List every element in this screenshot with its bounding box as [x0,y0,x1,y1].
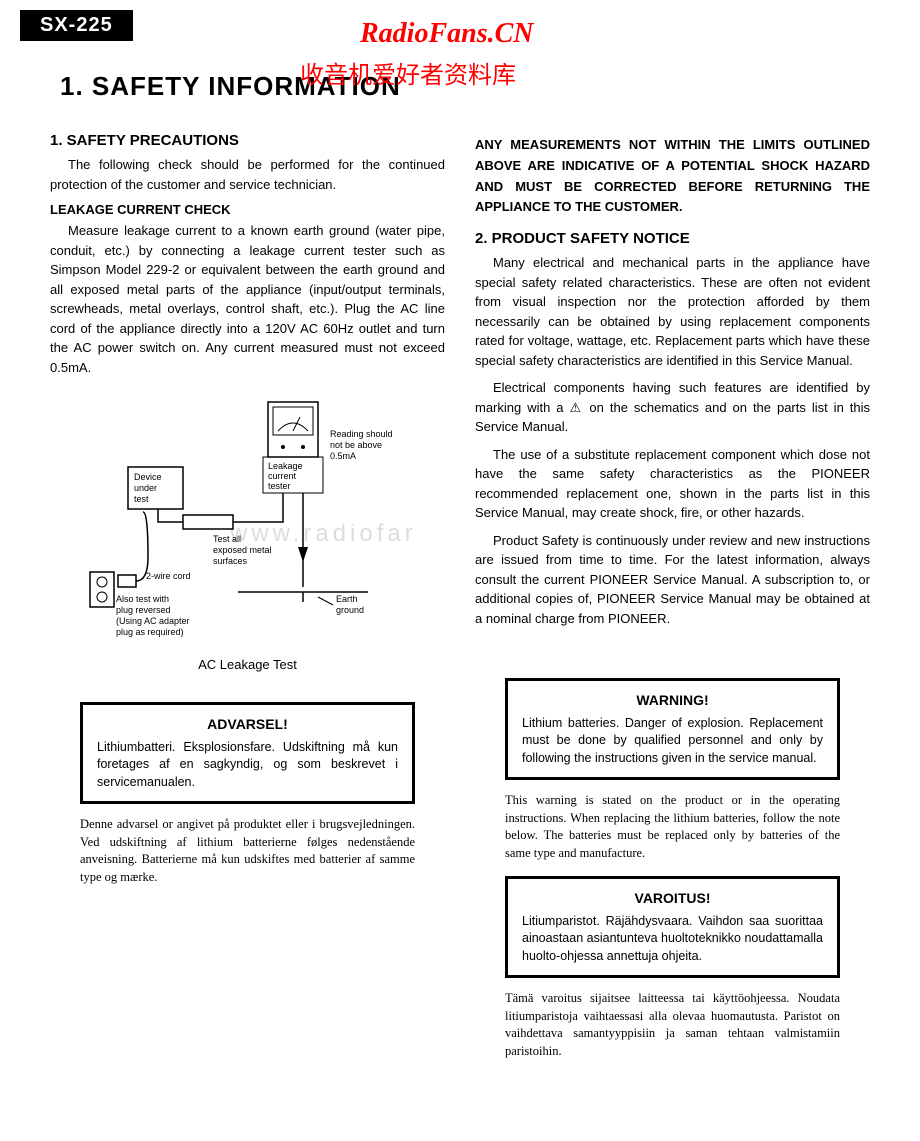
plug-label-3: (Using AC adapter [116,616,190,626]
right-column: ANY MEASUREMENTS NOT WITHIN THE LIMITS O… [475,122,870,1074]
model-badge: SX-225 [20,10,133,41]
reading-label-3: 0.5mA [330,451,356,461]
shock-hazard-warning: ANY MEASUREMENTS NOT WITHIN THE LIMITS O… [475,135,870,218]
varoitus-box: VAROITUS! Litiumparistot. Räjähdysvaara.… [505,876,840,978]
device-label-3: test [134,494,149,504]
watermark-site: RadioFans.CN [360,18,534,50]
leakage-check-text: Measure leakage current to a known earth… [50,221,445,377]
leakage-check-title: LEAKAGE CURRENT CHECK [50,202,445,217]
warning-body: Lithium batteries. Danger of explosion. … [522,715,823,768]
earth-label-1: Earth [336,594,358,604]
left-column: 1. SAFETY PRECAUTIONS The following chec… [50,122,445,1074]
warning-box: WARNING! Lithium batteries. Danger of ex… [505,678,840,780]
surfaces-label-2: exposed metal [213,545,272,555]
varoitus-note: Tämä varoitus sijaitsee laitteessa tai k… [505,990,840,1060]
surfaces-label-1: Test all [213,534,241,544]
device-label-1: Device [134,472,162,482]
device-label-2: under [134,483,157,493]
varoitus-title: VAROITUS! [522,889,823,909]
cord-label: 2-wire cord [146,571,191,581]
warning-note: This warning is stated on the product or… [505,792,840,862]
page: SX-225 RadioFans.CN 收音机爱好者资料库 www.radiof… [0,0,920,1074]
varoitus-body: Litiumparistot. Räjähdysvaara. Vaihdon s… [522,913,823,966]
earth-label-2: ground [336,605,364,615]
safety-notice-p4: Product Safety is continuously under rev… [475,531,870,629]
plug-label-4: plug as required) [116,627,184,637]
surfaces-label-3: surfaces [213,556,248,566]
reading-label-1: Reading should [330,429,393,439]
precautions-intro: The following check should be performed … [50,155,445,194]
section-1-title: 1. SAFETY PRECAUTIONS [50,132,445,149]
warning-title: WARNING! [522,691,823,711]
safety-notice-p2: Electrical components having such featur… [475,378,870,437]
watermark-chinese: 收音机爱好者资料库 [300,55,516,90]
diagram-caption: AC Leakage Test [50,657,445,672]
diagram-svg: Leakage current tester Reading should no… [88,397,408,647]
tester-label-1: Leakage [268,461,303,471]
ac-leakage-diagram: Leakage current tester Reading should no… [50,397,445,647]
tester-label-3: tester [268,481,291,491]
advarsel-box: ADVARSEL! Lithiumbatteri. Eksplosionsfar… [80,702,415,804]
plug-label-1: Also test with [116,594,169,604]
tester-label-2: current [268,471,297,481]
advarsel-note: Denne advarsel or angivet på produktet e… [80,816,415,886]
safety-notice-p3: The use of a substitute replacement comp… [475,445,870,523]
section-2-title: 2. PRODUCT SAFETY NOTICE [475,230,870,247]
two-column-layout: 1. SAFETY PRECAUTIONS The following chec… [0,122,920,1074]
advarsel-body: Lithiumbatteri. Eksplosionsfare. Udskift… [97,739,398,792]
advarsel-title: ADVARSEL! [97,715,398,735]
plug-label-2: plug reversed [116,605,171,615]
safety-notice-p1: Many electrical and mechanical parts in … [475,253,870,370]
reading-label-2: not be above [330,440,382,450]
